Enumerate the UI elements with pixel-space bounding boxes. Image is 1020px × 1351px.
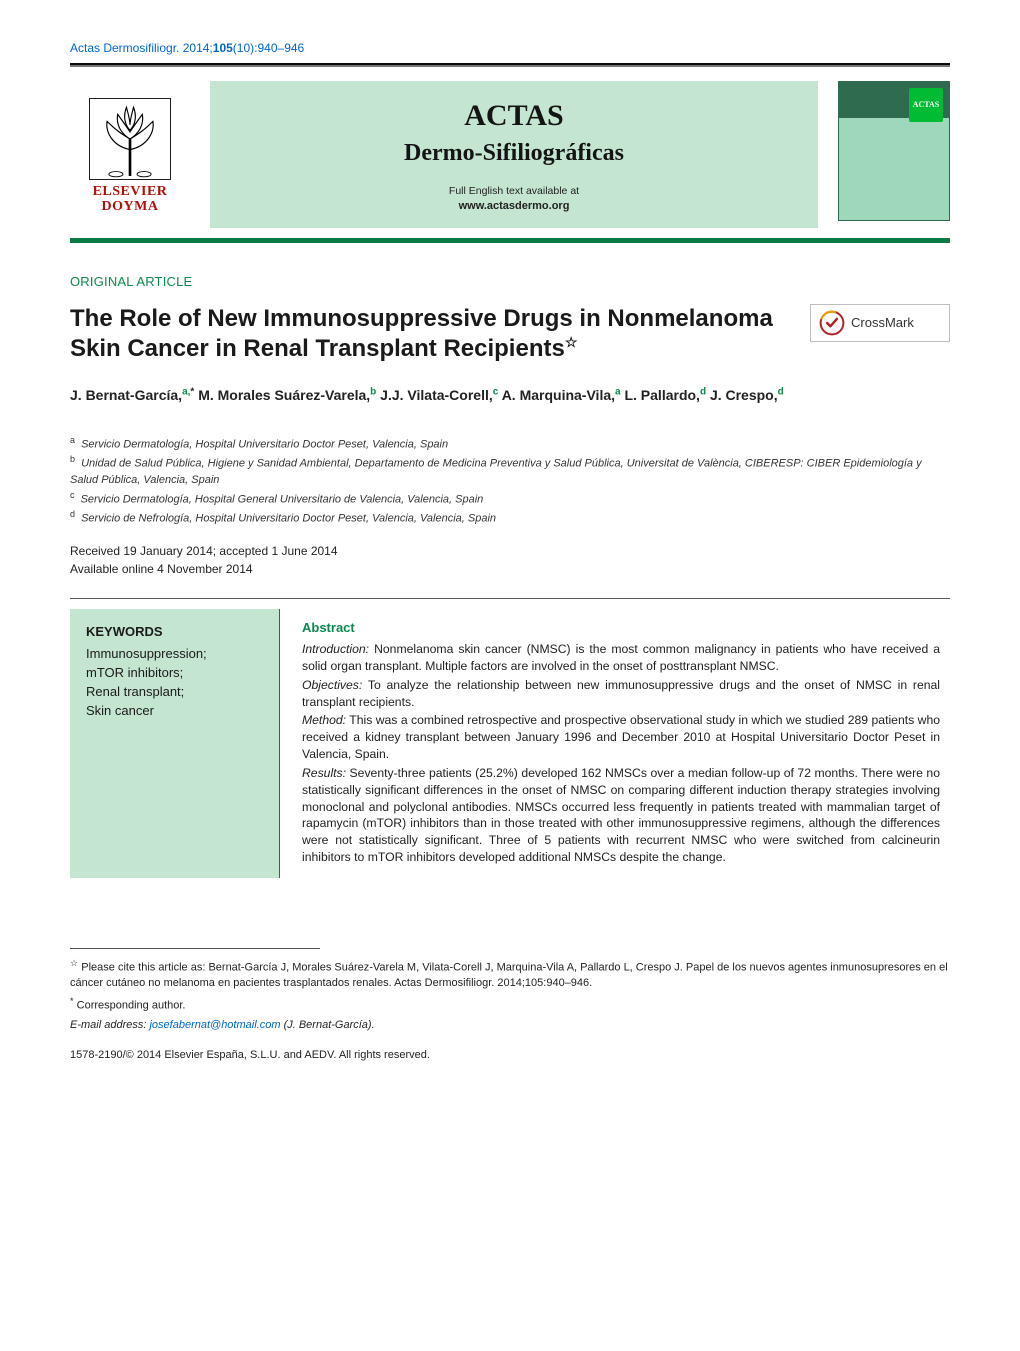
affil-b-text: Unidad de Salud Pública, Higiene y Sanid… (70, 458, 922, 487)
abstract-section: Introduction: Nonmelanoma skin cancer (N… (302, 641, 940, 675)
keywords-abstract-row: KEYWORDS Immunosuppression;mTOR inhibito… (70, 598, 950, 888)
citation-issue: 10 (237, 41, 250, 55)
abstract-section: Method: This was a combined retrospectiv… (302, 712, 940, 762)
cover-badge: ACTAS (909, 88, 943, 122)
affil-c: c Servicio Dermatología, Hospital Genera… (70, 489, 950, 508)
asterisk-icon: * (70, 996, 74, 1006)
copyright-line: 1578-2190/© 2014 Elsevier España, S.L.U.… (70, 1048, 950, 1063)
journal-title-2: Dermo-Sifiliográficas (404, 137, 624, 171)
affil-d: d Servicio de Nefrología, Hospital Unive… (70, 508, 950, 527)
abstract-section: Results: Seventy-three patients (25.2%) … (302, 765, 940, 866)
cite-as-text: Please cite this article as: Bernat-Garc… (70, 962, 948, 989)
abstract-heading: Abstract (302, 619, 940, 637)
email-label: E-mail address: (70, 1019, 146, 1031)
author: J.J. Vilata-Corell,c (380, 387, 498, 403)
journal-abbrev: Actas Dermosifiliogr. (70, 41, 179, 55)
title-row: The Role of New Immunosuppressive Drugs … (70, 304, 950, 364)
affiliations: a Servicio Dermatología, Hospital Univer… (70, 434, 950, 527)
keyword-item: mTOR inhibitors; (86, 664, 263, 683)
citation-link[interactable]: Actas Dermosifiliogr. 2014;105(10):940–9… (70, 41, 304, 55)
citation-volume: 105 (213, 41, 233, 55)
email-footnote: E-mail address: josefabernat@hotmail.com… (70, 1018, 950, 1033)
author: A. Marquina-Vila,a (502, 387, 621, 403)
issue-cover-thumb: ACTAS (838, 81, 950, 229)
email-link[interactable]: josefabernat@hotmail.com (149, 1019, 280, 1031)
affil-a: a Servicio Dermatología, Hospital Univer… (70, 434, 950, 453)
author: J. Bernat-García,a,* (70, 387, 194, 403)
affil-b: b Unidad de Salud Pública, Higiene y San… (70, 453, 950, 489)
corresponding-footnote: * Corresponding author. (70, 995, 950, 1014)
keywords-heading: KEYWORDS (86, 623, 263, 641)
author: J. Crespo,d (710, 387, 784, 403)
available-online: Available online 4 November 2014 (70, 561, 950, 578)
crossmark-badge[interactable]: CrossMark (810, 304, 950, 342)
keywords-card: KEYWORDS Immunosuppression;mTOR inhibito… (70, 609, 280, 878)
affil-a-text: Servicio Dermatología, Hospital Universi… (81, 439, 448, 451)
keywords-list: Immunosuppression;mTOR inhibitors;Renal … (86, 645, 263, 720)
journal-url: www.actasdermo.org (459, 199, 570, 214)
journal-header: ELSEVIER DOYMA ACTAS Dermo-Sifiliográfic… (70, 75, 950, 239)
abstract-block: Abstract Introduction: Nonmelanoma skin … (280, 609, 950, 878)
keyword-item: Immunosuppression; (86, 645, 263, 664)
section-label: ORIGINAL ARTICLE (70, 273, 950, 291)
keyword-item: Renal transplant; (86, 683, 263, 702)
affil-c-text: Servicio Dermatología, Hospital General … (81, 494, 484, 506)
availability-text: Full English text available at (449, 184, 579, 199)
cite-as-footnote: ☆ Please cite this article as: Bernat-Ga… (70, 957, 950, 991)
abstract-body: Introduction: Nonmelanoma skin cancer (N… (302, 641, 940, 866)
crossmark-label: CrossMark (851, 314, 914, 332)
received-accepted: Received 19 January 2014; accepted 1 Jun… (70, 543, 950, 560)
footnotes: ☆ Please cite this article as: Bernat-Ga… (70, 957, 950, 1034)
top-rule (70, 63, 950, 67)
star-icon: ☆ (70, 958, 78, 968)
publisher-name-2: DOYMA (93, 200, 168, 215)
elsevier-tree-icon (86, 95, 174, 183)
publisher-logo: ELSEVIER DOYMA (70, 81, 190, 229)
abstract-section: Objectives: To analyze the relationship … (302, 677, 940, 711)
corresponding-text: Corresponding author. (77, 1000, 186, 1012)
email-author: (J. Bernat-García). (284, 1019, 375, 1031)
article-dates: Received 19 January 2014; accepted 1 Jun… (70, 543, 950, 578)
author: L. Pallardo,d (624, 387, 706, 403)
header-rule (70, 238, 950, 243)
publisher-name-1: ELSEVIER (93, 185, 168, 200)
citation-year: 2014 (183, 41, 210, 55)
running-head: Actas Dermosifiliogr. 2014;105(10):940–9… (70, 40, 950, 57)
citation-pages: 940–946 (258, 41, 305, 55)
author-list: J. Bernat-García,a,* M. Morales Suárez-V… (70, 384, 950, 406)
title-footnote-mark: ☆ (565, 334, 578, 350)
affil-d-text: Servicio de Nefrología, Hospital Univers… (81, 513, 496, 525)
author: M. Morales Suárez-Varela,b (198, 387, 376, 403)
footnote-rule (70, 948, 320, 949)
crossmark-icon (819, 310, 845, 336)
article-title: The Role of New Immunosuppressive Drugs … (70, 304, 786, 364)
article-title-text: The Role of New Immunosuppressive Drugs … (70, 305, 773, 362)
journal-title-1: ACTAS (464, 95, 563, 137)
keyword-item: Skin cancer (86, 702, 263, 721)
journal-masthead: ACTAS Dermo-Sifiliográficas Full English… (210, 81, 818, 229)
